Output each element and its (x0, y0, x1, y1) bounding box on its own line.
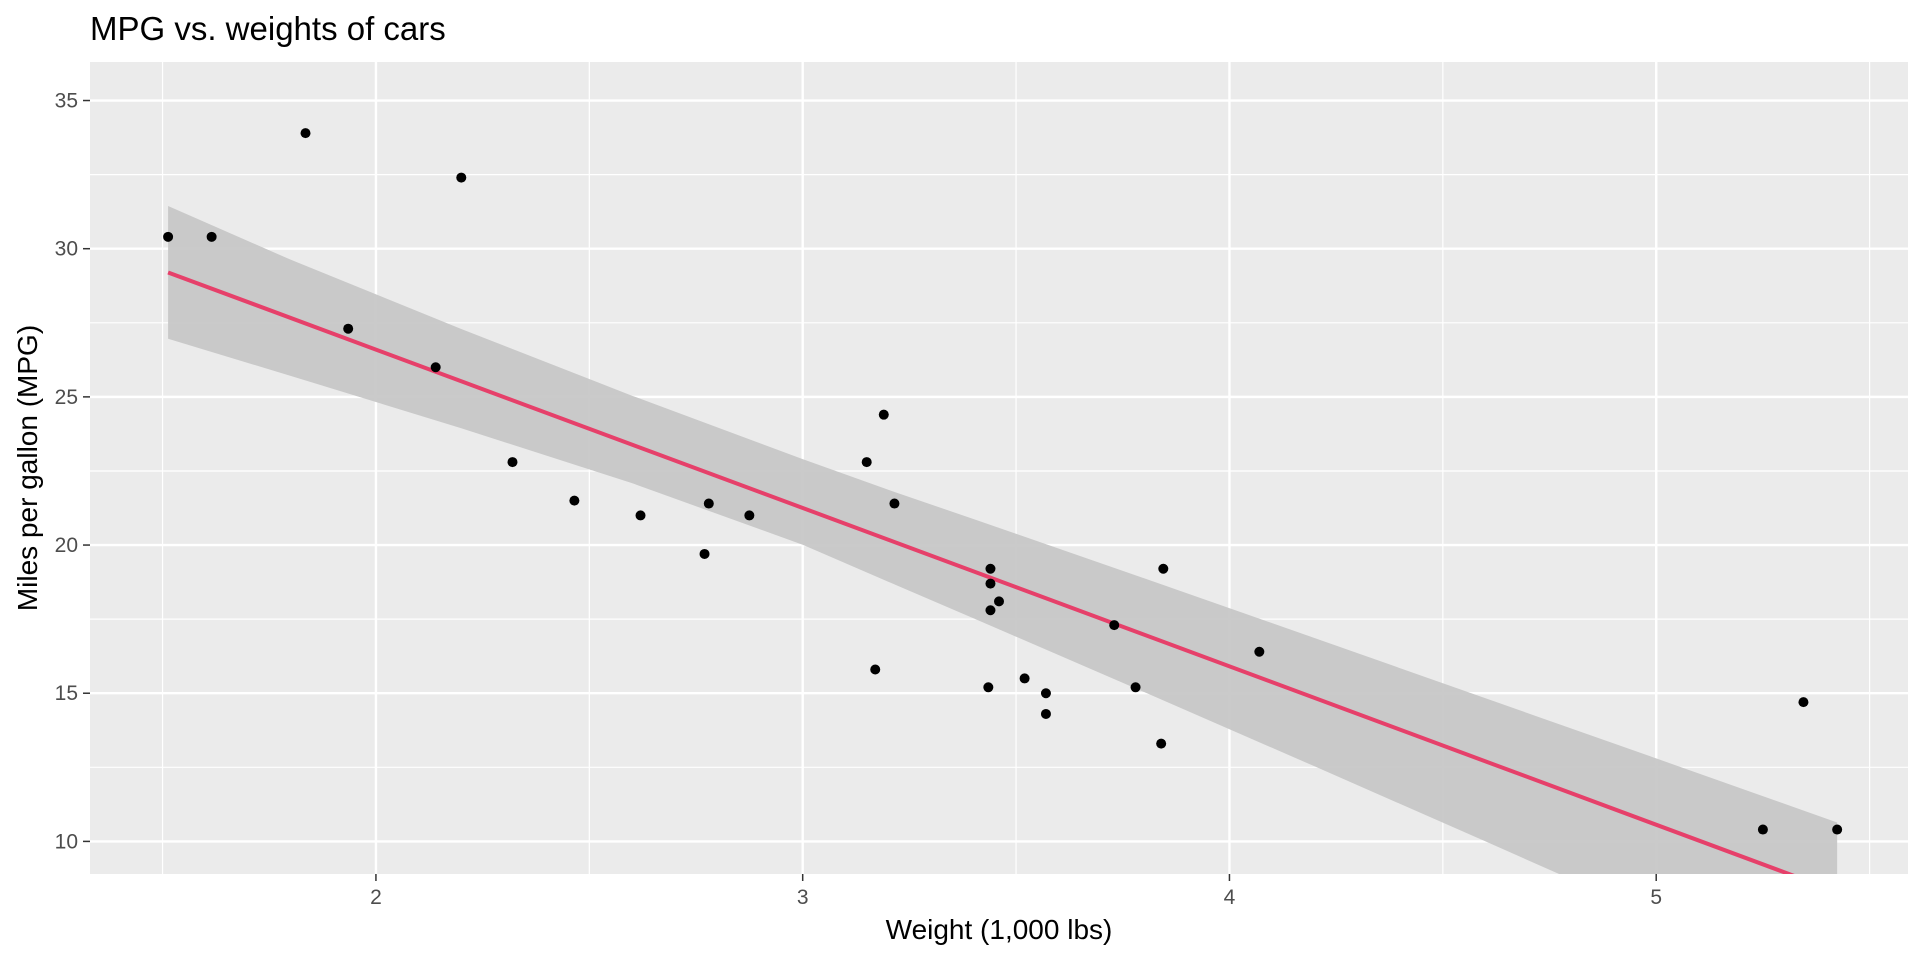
y-tick-label: 35 (55, 90, 78, 113)
data-points (163, 128, 1843, 835)
x-tick-label: 3 (797, 886, 809, 909)
data-point (1757, 824, 1768, 835)
data-point (1130, 682, 1141, 693)
data-point (878, 409, 889, 420)
data-point (744, 510, 755, 521)
data-point (635, 510, 646, 521)
x-tick-label: 4 (1224, 886, 1236, 909)
data-point (1158, 563, 1169, 574)
data-point (343, 323, 354, 334)
y-axis-title: Miles per gallon (MPG) (12, 325, 43, 611)
x-tick-label: 5 (1650, 886, 1662, 909)
data-point (206, 231, 217, 242)
data-point (1156, 738, 1167, 749)
data-point (300, 128, 311, 139)
data-point (985, 605, 996, 616)
data-point (699, 548, 710, 559)
regression-line (167, 270, 1795, 874)
data-point (507, 457, 518, 468)
data-point (569, 495, 580, 506)
x-axis-title: Weight (1,000 lbs) (886, 914, 1113, 945)
data-point (1109, 620, 1120, 631)
x-tick-label: 2 (370, 886, 382, 909)
y-tick-label: 20 (55, 534, 78, 557)
data-point (1832, 824, 1843, 835)
data-point (456, 172, 467, 183)
data-point (163, 231, 174, 242)
data-point (430, 362, 441, 373)
data-point (994, 596, 1004, 607)
y-tick-label: 30 (55, 238, 78, 261)
y-tick-label: 25 (55, 386, 78, 409)
plot-layer (163, 128, 1843, 874)
data-point (861, 457, 872, 468)
data-point (703, 498, 714, 509)
data-point (1040, 688, 1051, 699)
y-tick-label: 10 (55, 830, 78, 853)
data-point (870, 664, 881, 675)
data-point (1040, 708, 1051, 719)
chart-title: MPG vs. weights of cars (90, 10, 446, 47)
y-axis: 10 15 20 25 30 35 (55, 90, 90, 853)
data-point (1798, 697, 1809, 708)
y-tick-label: 15 (55, 682, 78, 705)
data-point (983, 682, 994, 693)
x-axis: 2 3 4 5 (370, 874, 1662, 909)
data-point (985, 578, 996, 589)
data-point (1019, 673, 1030, 684)
data-point (985, 563, 996, 574)
confidence-band (168, 206, 1838, 874)
data-point (1254, 646, 1265, 657)
plot-panel (90, 62, 1908, 874)
data-point (889, 498, 900, 509)
